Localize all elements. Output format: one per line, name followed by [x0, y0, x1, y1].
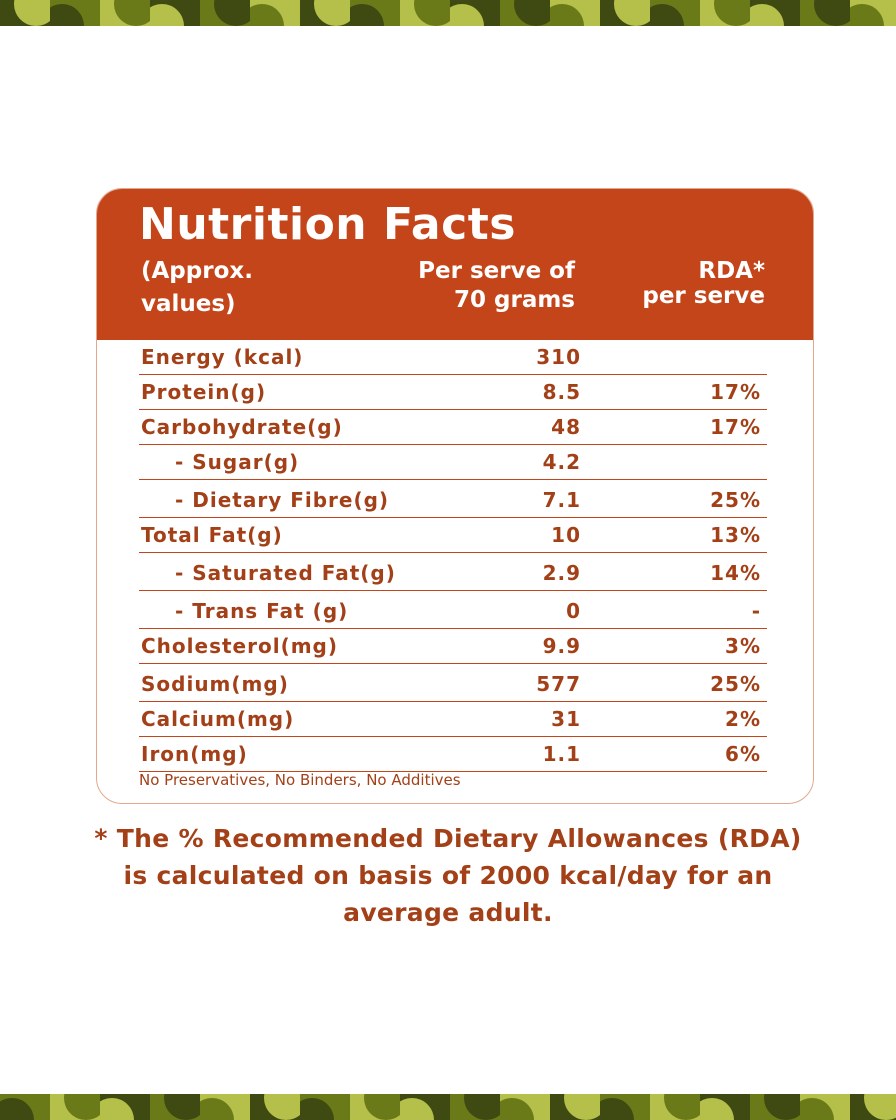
ingredients-note: No Preservatives, No Binders, No Additiv… [139, 771, 461, 789]
pattern-tile [450, 1094, 500, 1120]
table-row: Iron(mg) 1.1 6% [139, 737, 767, 772]
pattern-tile [800, 0, 850, 26]
column-header-rda-line2: per serve [642, 283, 765, 309]
pattern-tile [650, 0, 700, 26]
pattern-tile [300, 1094, 350, 1120]
pattern-tile [50, 1094, 100, 1120]
pattern-tile [600, 1094, 650, 1120]
pattern-tile [750, 1094, 800, 1120]
table-row: Carbohydrate(g) 48 17% [139, 410, 767, 445]
pattern-tile [500, 0, 550, 26]
nutrient-rda: 2% [725, 707, 761, 731]
nutrient-rda: 6% [725, 742, 761, 766]
nutrient-value: 310 [536, 345, 581, 369]
nutrient-name: Cholesterol(mg) [141, 634, 339, 658]
table-row: Calcium(mg) 31 2% [139, 702, 767, 737]
pattern-tile [150, 0, 200, 26]
table-row: Sodium(mg) 577 25% [139, 664, 767, 702]
nutrient-name: Sodium(mg) [141, 672, 289, 696]
pattern-tile [700, 0, 750, 26]
table-row: Energy (kcal) 310 [139, 340, 767, 375]
nutrient-rda: 13% [710, 523, 761, 547]
nutrient-value: 4.2 [542, 450, 581, 474]
pattern-tile [700, 1094, 750, 1120]
pattern-tile [600, 0, 650, 26]
column-header-rda-line1: RDA* [698, 258, 765, 284]
pattern-tile [300, 0, 350, 26]
pattern-tile [750, 0, 800, 26]
pattern-tile [800, 1094, 850, 1120]
pattern-tile [550, 0, 600, 26]
pattern-tile [350, 0, 400, 26]
pattern-tile [250, 1094, 300, 1120]
pattern-tile [0, 0, 50, 26]
nutrient-value: 1.1 [542, 742, 581, 766]
pattern-tile [650, 1094, 700, 1120]
nutrient-value: 7.1 [542, 488, 581, 512]
nutrient-value: 31 [551, 707, 581, 731]
nutrition-facts-card: Nutrition Facts (Approx. values) Per ser… [96, 188, 814, 804]
nutrient-name: - Trans Fat (g) [175, 599, 349, 623]
nutrient-rda: 3% [725, 634, 761, 658]
pattern-tile [400, 0, 450, 26]
pattern-tile [350, 1094, 400, 1120]
nutrient-rda: 17% [710, 415, 761, 439]
nutrient-rda: 17% [710, 380, 761, 404]
nutrient-name: Total Fat(g) [141, 523, 283, 547]
pattern-tile [850, 0, 896, 26]
nutrient-name: - Dietary Fibre(g) [175, 488, 390, 512]
nutrient-value: 10 [551, 523, 581, 547]
pattern-tile [100, 1094, 150, 1120]
column-header-nutrient-line2: values) [141, 291, 236, 317]
column-header-per-serve-line2: 70 grams [454, 287, 575, 313]
pattern-tile [250, 0, 300, 26]
pattern-tile [850, 1094, 896, 1120]
column-header-rda: RDA* per serve [642, 255, 765, 313]
column-header-per-serve-line1: Per serve of [418, 258, 575, 284]
bottom-decorative-pattern [0, 1094, 896, 1120]
nutrient-value: 48 [551, 415, 581, 439]
top-decorative-pattern [0, 0, 896, 26]
nutrient-name: - Sugar(g) [175, 450, 300, 474]
pattern-tile [150, 1094, 200, 1120]
nutrition-title: Nutrition Facts [139, 199, 516, 250]
pattern-tile [0, 1094, 50, 1120]
nutrient-name: Carbohydrate(g) [141, 415, 343, 439]
nutrient-rda: 14% [710, 561, 761, 585]
table-row: Protein(g) 8.5 17% [139, 375, 767, 410]
nutrient-value: 8.5 [542, 380, 581, 404]
table-row: - Dietary Fibre(g) 7.1 25% [139, 480, 767, 518]
nutrient-name: Protein(g) [141, 380, 267, 404]
pattern-tile [450, 0, 500, 26]
table-row: - Saturated Fat(g) 2.9 14% [139, 553, 767, 591]
nutrient-value: 9.9 [542, 634, 581, 658]
nutrient-name: Calcium(mg) [141, 707, 295, 731]
table-row: - Trans Fat (g) 0 - [139, 591, 767, 629]
table-row: Cholesterol(mg) 9.9 3% [139, 629, 767, 664]
nutrition-table: Energy (kcal) 310 Protein(g) 8.5 17% Carbohyd… [139, 340, 767, 772]
pattern-tile [200, 0, 250, 26]
nutrient-rda: 25% [710, 672, 761, 696]
nutrition-header: Nutrition Facts (Approx. values) Per ser… [97, 189, 813, 340]
nutrient-value: 0 [566, 599, 581, 623]
nutrient-name: - Saturated Fat(g) [175, 561, 396, 585]
nutrient-name: Iron(mg) [141, 742, 248, 766]
pattern-tile [50, 0, 100, 26]
column-header-nutrient: (Approx. values) [141, 255, 311, 321]
column-header-nutrient-line1: (Approx. [141, 258, 253, 284]
nutrient-name: Energy (kcal) [141, 345, 304, 369]
table-row: Total Fat(g) 10 13% [139, 518, 767, 553]
pattern-tile [100, 0, 150, 26]
nutrient-rda: 25% [710, 488, 761, 512]
pattern-tile [400, 1094, 450, 1120]
pattern-tile [500, 1094, 550, 1120]
pattern-tile [550, 1094, 600, 1120]
nutrient-value: 2.9 [542, 561, 581, 585]
nutrient-rda: - [751, 599, 761, 623]
rda-disclaimer: * The % Recommended Dietary Allowances (… [94, 824, 802, 927]
pattern-tile [200, 1094, 250, 1120]
column-header-per-serve: Per serve of 70 grams [418, 255, 575, 317]
table-row: - Sugar(g) 4.2 [139, 445, 767, 480]
nutrient-value: 577 [536, 672, 581, 696]
